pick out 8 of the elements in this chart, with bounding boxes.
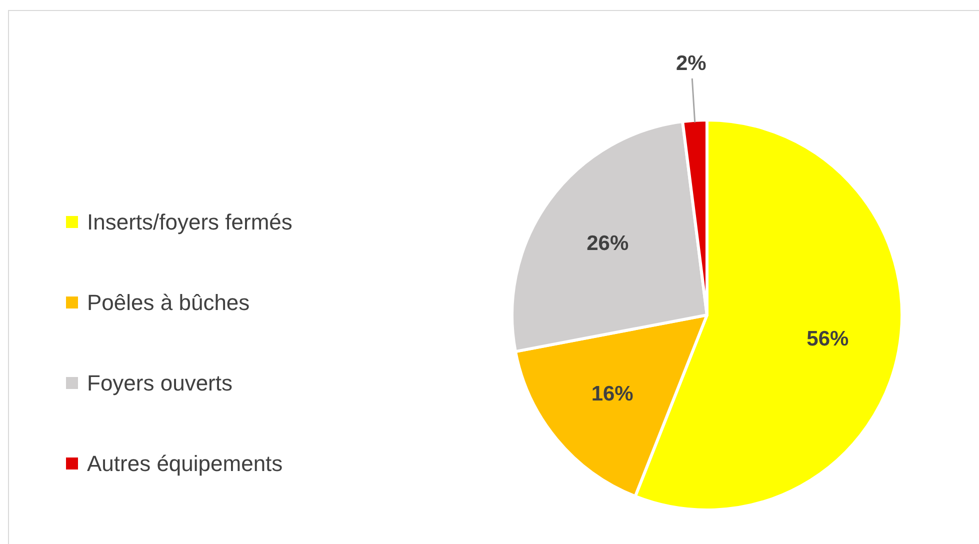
data-label: 26% <box>586 232 629 256</box>
legend-label: Inserts/foyers fermés <box>87 210 292 235</box>
legend-label: Foyers ouverts <box>87 370 232 396</box>
legend-label: Autres équipements <box>87 451 283 476</box>
data-label: 16% <box>591 382 634 406</box>
data-label: 2% <box>676 52 707 75</box>
data-label: 56% <box>806 327 850 350</box>
legend-label: Poêles à bûches <box>87 290 250 316</box>
